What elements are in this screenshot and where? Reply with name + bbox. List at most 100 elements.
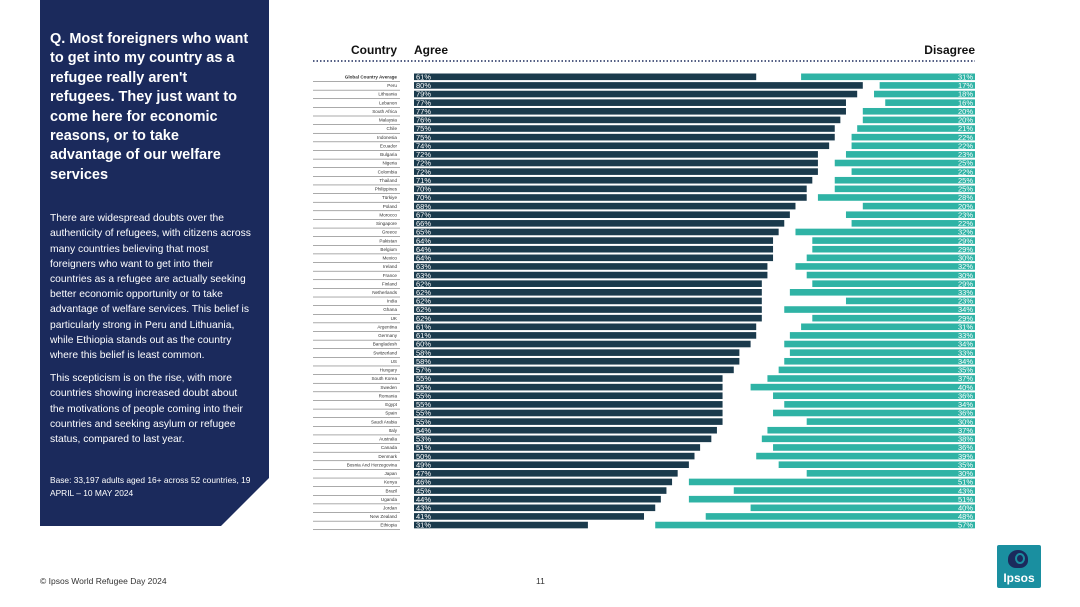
disagree-value-label: 16%	[958, 98, 973, 107]
disagree-bar-chile	[857, 125, 975, 132]
agree-bar-lebanon	[414, 99, 846, 106]
disagree-value-label: 39%	[958, 452, 973, 461]
agree-bar-bulgaria	[414, 151, 818, 158]
column-header-country: Country	[351, 43, 397, 57]
agree-value-label: 57%	[416, 366, 431, 375]
agree-value-label: 46%	[416, 478, 431, 487]
ipsos-logo-mark-icon	[1008, 550, 1028, 568]
disagree-bar-spain	[773, 409, 975, 417]
country-label: Pakistan	[379, 238, 397, 243]
disagree-value-label: 31%	[958, 73, 973, 82]
agree-bar-brazil	[414, 487, 667, 494]
disagree-bar-netherlands	[789, 289, 975, 296]
agree-bar-morocco	[414, 211, 790, 219]
agree-value-label: 53%	[416, 435, 431, 444]
agree-value-label: 50%	[416, 452, 431, 461]
agree-value-label: 64%	[416, 254, 431, 263]
agree-value-label: 44%	[416, 495, 431, 504]
agree-bar-italy	[414, 426, 717, 434]
disagree-bar-egypt	[784, 401, 975, 408]
country-label: Poland	[383, 204, 398, 209]
country-label: Germany	[378, 333, 398, 338]
disagree-value-label: 35%	[958, 460, 973, 469]
disagree-value-label: 22%	[958, 133, 973, 142]
agree-value-label: 55%	[416, 400, 431, 409]
disagree-bar-poland	[862, 202, 975, 210]
agree-bar-finland	[414, 280, 762, 287]
agree-bar-kenya	[414, 478, 673, 486]
disagree-bar-thailand	[834, 176, 975, 184]
disagree-value-label: 32%	[958, 228, 973, 237]
country-label: Bosnia And Herzegovina	[347, 462, 398, 467]
country-label: Japan	[384, 471, 397, 476]
agree-bar-sweden	[414, 383, 723, 391]
disagree-bar-saudi-arabia	[806, 418, 975, 425]
disagree-value-label: 29%	[958, 236, 973, 245]
agree-value-label: 55%	[416, 383, 431, 392]
agree-bar-netherlands	[414, 289, 762, 296]
agree-value-label: 74%	[416, 141, 431, 150]
country-label: Ireland	[383, 264, 397, 269]
country-label: Singapore	[376, 221, 397, 226]
disagree-bar-bangladesh	[784, 340, 975, 348]
agree-value-label: 55%	[416, 391, 431, 400]
agree-bar-ghana	[414, 306, 762, 313]
disagree-bar-romania	[773, 392, 975, 400]
country-label: Chile	[387, 126, 398, 131]
agree-bar-germany	[414, 332, 757, 339]
agree-value-label: 68%	[416, 202, 431, 211]
country-label: Switzerland	[373, 350, 397, 355]
disagree-bar-denmark	[756, 452, 975, 460]
summary-paragraph-2: This scepticism is on the rise, with mor…	[50, 373, 243, 446]
disagree-bar-japan	[806, 470, 975, 477]
agree-bar-colombia	[414, 168, 818, 175]
disagree-value-label: 29%	[958, 314, 973, 323]
disagree-value-label: 28%	[958, 193, 973, 202]
country-label: Ethiopia	[380, 523, 397, 528]
agree-value-label: 76%	[416, 116, 431, 125]
country-label: Lithuania	[378, 92, 397, 97]
agree-value-label: 61%	[416, 322, 431, 331]
disagree-bar-new-zealand	[705, 513, 975, 520]
ipsos-logo-text: Ipsos	[1003, 571, 1035, 585]
disagree-bar-canada	[773, 444, 975, 451]
country-label: Lebanon	[379, 100, 397, 105]
disagree-value-label: 25%	[958, 185, 973, 194]
disagree-bar-uk	[812, 314, 975, 322]
column-header-agree: Agree	[414, 43, 448, 57]
disagree-bar-australia	[761, 435, 975, 443]
agree-value-label: 70%	[416, 193, 431, 202]
agree-value-label: 72%	[416, 150, 431, 159]
agree-value-label: 60%	[416, 340, 431, 349]
country-label: Colombia	[378, 169, 398, 174]
agree-value-label: 80%	[416, 81, 431, 90]
agree-value-label: 41%	[416, 512, 431, 521]
country-label: Malaysia	[379, 118, 398, 123]
disagree-bar-lebanon	[885, 99, 975, 106]
disagree-bar-us	[784, 357, 975, 365]
country-label: Peru	[387, 83, 397, 88]
country-label: Greece	[382, 230, 398, 235]
disagree-bar-bosnia-and-herzegovina	[778, 461, 975, 468]
agree-value-label: 58%	[416, 348, 431, 357]
disagree-value-label: 36%	[958, 443, 973, 452]
disagree-value-label: 37%	[958, 374, 973, 383]
disagree-bar-indonesia	[851, 133, 975, 141]
disagree-bar-sweden	[750, 383, 975, 391]
disagree-value-label: 36%	[958, 391, 973, 400]
agree-value-label: 62%	[416, 314, 431, 323]
agree-bar-spain	[414, 409, 723, 417]
country-label: Romania	[379, 393, 398, 398]
agree-bar-uganda	[414, 495, 661, 503]
disagree-bar-ethiopia	[655, 521, 975, 529]
country-label: US	[391, 359, 397, 364]
country-label: New Zealand	[370, 514, 398, 519]
column-header-disagree: Disagree	[924, 43, 975, 57]
agree-bar-global-country-average	[414, 73, 757, 81]
country-label: South Africa	[372, 109, 397, 114]
disagree-bar-germany	[789, 332, 975, 339]
country-label: Egypt	[385, 402, 397, 407]
agree-value-label: 45%	[416, 486, 431, 495]
agree-bar-jordan	[414, 504, 656, 512]
country-label: Spain	[385, 411, 397, 416]
